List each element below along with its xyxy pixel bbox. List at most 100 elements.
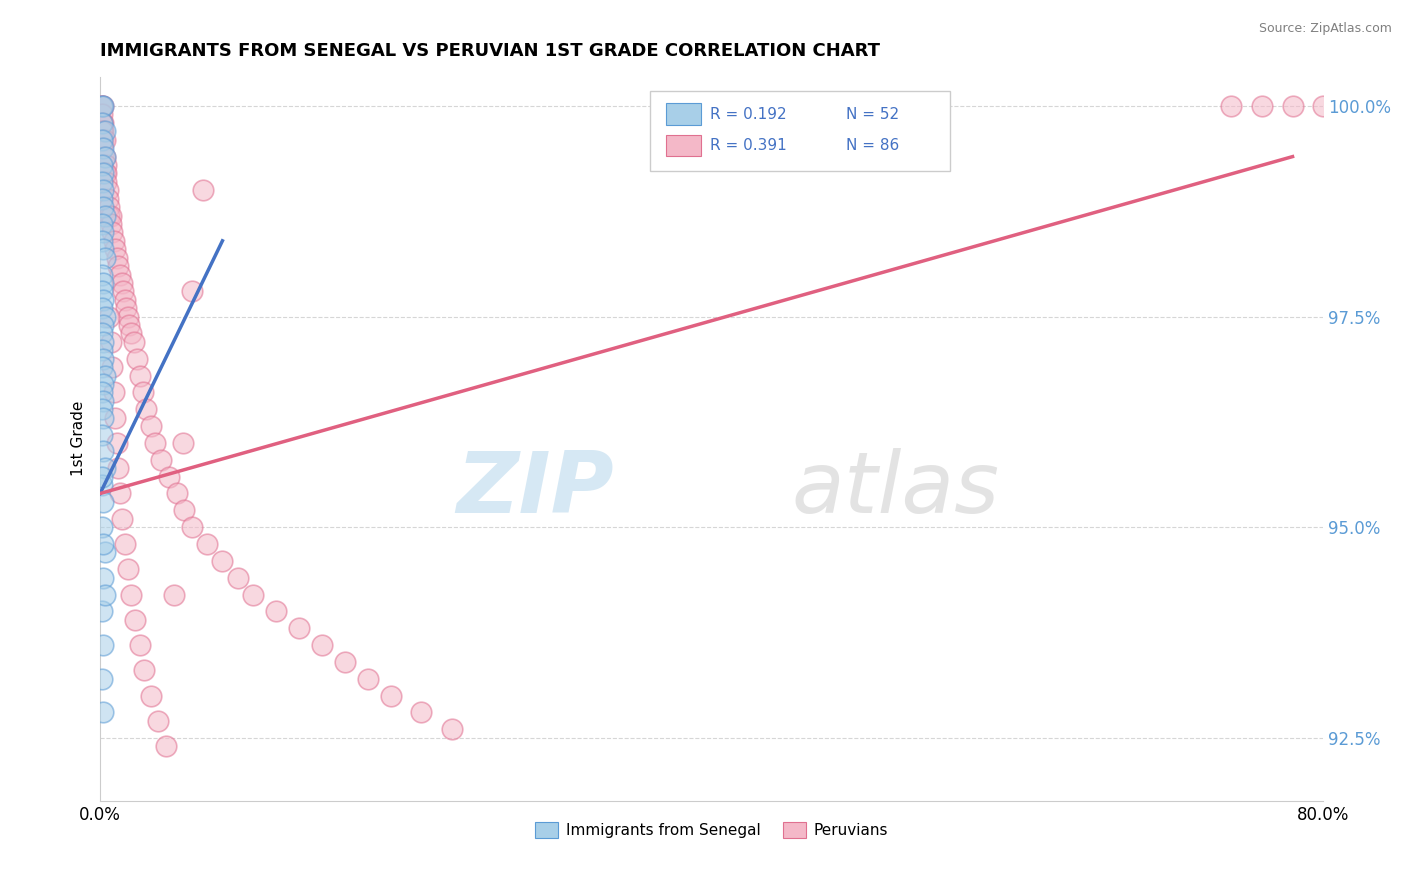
Point [93, 461, 115, 475]
Point [91, 444, 114, 458]
Point [104, 410, 127, 425]
Point [100, 209, 122, 223]
Point [91, 133, 114, 147]
Point [162, 588, 184, 602]
FancyBboxPatch shape [666, 135, 700, 156]
Point [166, 486, 188, 500]
Point [93, 150, 115, 164]
Point [180, 520, 202, 534]
Point [139, 419, 162, 434]
Point [96, 166, 118, 180]
Point [90, 427, 112, 442]
Point [122, 334, 145, 349]
Point [90, 99, 112, 113]
Point [90, 158, 112, 172]
Point [135, 402, 157, 417]
Point [91, 99, 114, 113]
Point [91, 351, 114, 366]
Point [125, 351, 148, 366]
Point [91, 276, 114, 290]
Point [91, 116, 114, 130]
Point [288, 621, 311, 635]
Point [107, 461, 129, 475]
Point [98, 209, 121, 223]
Point [90, 385, 112, 400]
Point [380, 689, 402, 703]
Point [91, 99, 114, 113]
Point [90, 116, 112, 130]
Point [90, 326, 112, 341]
Point [226, 571, 249, 585]
Point [97, 183, 120, 197]
Point [128, 368, 150, 383]
Y-axis label: 1st Grade: 1st Grade [72, 401, 86, 476]
Point [93, 209, 115, 223]
Point [96, 158, 118, 172]
Point [91, 200, 114, 214]
Point [333, 655, 356, 669]
Text: R = 0.192: R = 0.192 [710, 107, 787, 121]
Point [96, 175, 118, 189]
Point [90, 301, 112, 316]
Point [93, 310, 115, 324]
Point [90, 99, 112, 113]
Point [90, 116, 112, 130]
Point [157, 469, 180, 483]
Point [90, 604, 112, 618]
Point [90, 141, 112, 155]
Point [91, 183, 114, 197]
Point [98, 200, 121, 214]
Point [242, 588, 264, 602]
Point [117, 310, 139, 324]
Point [90, 478, 112, 492]
Point [90, 360, 112, 375]
Point [91, 124, 114, 138]
Point [90, 268, 112, 282]
Point [91, 537, 114, 551]
Point [155, 739, 177, 753]
Point [90, 133, 112, 147]
Point [90, 520, 112, 534]
Point [128, 638, 150, 652]
Point [311, 638, 333, 652]
Point [100, 334, 122, 349]
Point [90, 175, 112, 189]
Point [120, 326, 142, 341]
Point [124, 613, 146, 627]
Point [93, 545, 115, 559]
Point [117, 562, 139, 576]
Point [93, 124, 115, 138]
Point [90, 285, 112, 299]
Legend: Immigrants from Senegal, Peruvians: Immigrants from Senegal, Peruvians [529, 815, 894, 844]
Point [91, 141, 114, 155]
Point [90, 107, 112, 121]
Point [91, 495, 114, 509]
Text: atlas: atlas [792, 448, 1000, 531]
Point [172, 436, 194, 450]
Point [91, 293, 114, 307]
Point [115, 301, 138, 316]
Point [97, 192, 120, 206]
Text: IMMIGRANTS FROM SENEGAL VS PERUVIAN 1ST GRADE CORRELATION CHART: IMMIGRANTS FROM SENEGAL VS PERUVIAN 1ST … [100, 42, 880, 60]
Point [211, 554, 233, 568]
Point [91, 166, 114, 180]
Point [90, 234, 112, 248]
Point [110, 512, 132, 526]
Text: Source: ZipAtlas.com: Source: ZipAtlas.com [1258, 22, 1392, 36]
Point [105, 436, 128, 450]
Text: N = 52: N = 52 [846, 107, 900, 121]
Point [90, 192, 112, 206]
Point [101, 226, 124, 240]
Point [411, 706, 433, 720]
Point [148, 714, 170, 728]
Text: R = 0.391: R = 0.391 [710, 138, 787, 153]
Point [195, 537, 218, 551]
Point [108, 268, 131, 282]
Point [1281, 99, 1303, 113]
Point [90, 99, 112, 113]
Point [114, 293, 136, 307]
Point [91, 242, 114, 256]
Point [101, 360, 124, 375]
Point [356, 672, 378, 686]
Text: N = 86: N = 86 [846, 138, 900, 153]
